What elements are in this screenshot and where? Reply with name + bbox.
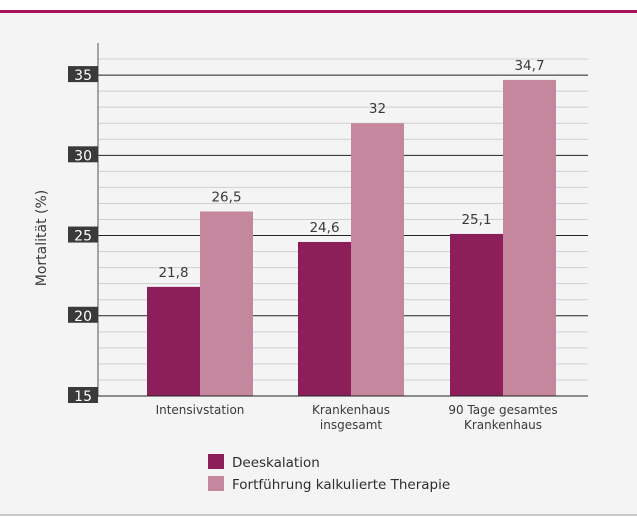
legend-label: Deeskalation xyxy=(232,455,320,471)
bar-fortfuehrung xyxy=(200,211,253,396)
category-label: Intensivstation xyxy=(156,403,245,417)
y-tick-label: 20 xyxy=(74,309,92,325)
y-tick-box xyxy=(68,226,98,243)
data-label: 26,5 xyxy=(211,189,241,205)
data-label: 34,7 xyxy=(514,58,544,74)
bar-fortfuehrung xyxy=(503,79,556,397)
y-tick-box xyxy=(68,306,98,323)
y-axis-title: Mortalität (%) xyxy=(34,190,50,286)
bar-fortfuehrung xyxy=(351,123,404,397)
data-label: 25,1 xyxy=(461,212,491,228)
y-tick-label: 15 xyxy=(74,389,92,405)
y-tick-label: 35 xyxy=(74,68,92,84)
category-label: insgesamt xyxy=(320,418,382,432)
bar-deeskalation xyxy=(147,286,200,396)
y-tick-box xyxy=(68,146,98,163)
y-tick-label: 30 xyxy=(74,148,92,164)
y-tick-box xyxy=(68,66,98,83)
bar-deeskalation xyxy=(298,241,351,396)
data-label: 21,8 xyxy=(158,265,188,281)
category-label: Krankenhaus xyxy=(464,418,542,432)
category-label: 90 Tage gesamtes xyxy=(448,403,557,417)
legend-swatch xyxy=(208,454,224,469)
data-label: 32 xyxy=(369,101,386,117)
data-label: 24,6 xyxy=(309,220,339,236)
y-tick-box xyxy=(68,387,98,403)
bar-deeskalation xyxy=(450,233,503,396)
legend-swatch xyxy=(208,476,224,491)
category-label: Krankenhaus xyxy=(312,403,390,417)
y-tick-label: 25 xyxy=(74,229,92,245)
legend-label: Fortführung kalkulierte Therapie xyxy=(232,477,450,493)
